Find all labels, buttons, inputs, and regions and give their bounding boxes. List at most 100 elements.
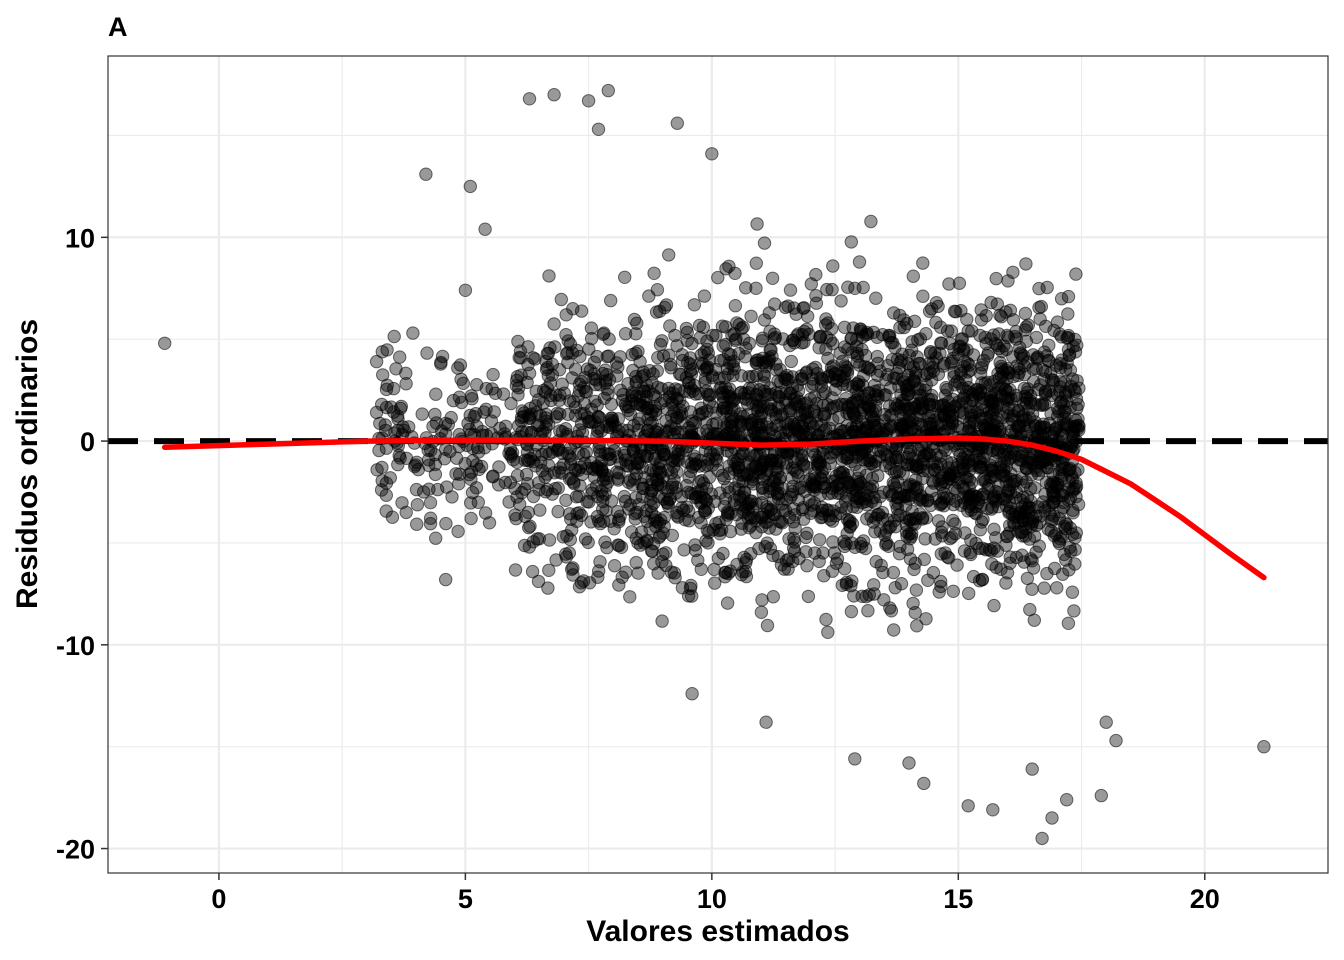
scatter-point (825, 322, 839, 336)
scatter-point (783, 338, 797, 353)
scatter-point (522, 540, 536, 554)
scatter-point (718, 370, 732, 385)
scatter-point (942, 471, 956, 486)
scatter-point (542, 563, 556, 577)
scatter-points (158, 83, 1271, 846)
scatter-point (803, 415, 817, 429)
y-tick-label: -10 (56, 631, 95, 661)
scatter-point (1061, 343, 1076, 357)
scatter-point (860, 512, 874, 526)
scatter-point (795, 453, 809, 467)
scatter-point (916, 471, 930, 485)
scatter-point (581, 535, 595, 550)
scatter-point (934, 579, 948, 594)
scatter-point (796, 501, 810, 515)
scatter-point (922, 398, 937, 412)
scatter-point (804, 277, 818, 291)
scatter-point (987, 522, 1001, 536)
scatter-point (482, 516, 497, 530)
scatter-point (723, 506, 738, 520)
scatter-point (525, 425, 539, 440)
scatter-point (952, 276, 967, 290)
scatter-point (452, 390, 467, 404)
scatter-point (711, 463, 725, 477)
scatter-point (846, 482, 860, 496)
scatter-point (504, 396, 518, 411)
scatter-point (601, 83, 615, 98)
scatter-point (615, 570, 629, 584)
scatter-point (890, 490, 905, 505)
scatter-point (720, 596, 735, 610)
scatter-point (907, 562, 921, 577)
scatter-point (653, 338, 668, 352)
scatter-point (905, 335, 919, 349)
scatter-point (565, 562, 579, 576)
scatter-point (731, 458, 745, 472)
scatter-point (897, 375, 911, 389)
y-tick-label: 10 (65, 223, 95, 253)
scatter-point (612, 466, 626, 480)
scatter-point (662, 248, 676, 262)
scatter-point (722, 390, 736, 404)
scatter-point (600, 349, 614, 364)
scatter-point (1067, 604, 1081, 618)
scatter-point (451, 361, 465, 375)
scatter-point (781, 299, 795, 313)
scatter-point (946, 584, 960, 598)
scatter-point (1001, 274, 1015, 288)
scatter-point (612, 538, 626, 553)
scatter-point (1027, 374, 1041, 389)
scatter-point (587, 367, 601, 381)
scatter-point (893, 539, 907, 554)
scatter-point (757, 367, 771, 382)
scatter-point (458, 457, 472, 471)
scatter-point (1070, 401, 1084, 416)
scatter-point (380, 378, 394, 392)
scatter-point (732, 317, 746, 332)
scatter-point (1033, 398, 1048, 412)
scatter-point (827, 546, 842, 560)
scatter-point (934, 336, 949, 351)
scatter-point (754, 605, 769, 619)
scatter-point (630, 316, 644, 330)
scatter-point (989, 492, 1003, 507)
scatter-point (996, 365, 1010, 379)
scatter-point (910, 619, 924, 633)
scatter-point (663, 386, 677, 400)
scatter-point (1065, 585, 1080, 599)
scatter-point (888, 581, 902, 595)
scatter-point (559, 308, 573, 322)
scatter-point (962, 586, 976, 601)
scatter-point (521, 357, 535, 372)
scatter-point (1012, 362, 1026, 376)
scatter-point (784, 402, 798, 416)
scatter-point (419, 167, 433, 181)
scatter-point (934, 457, 948, 471)
scatter-point (850, 349, 865, 363)
scatter-point (845, 517, 860, 531)
scatter-point (965, 393, 980, 407)
scatter-point (954, 304, 968, 318)
scatter-point (559, 328, 573, 342)
scatter-point (716, 339, 730, 353)
scatter-point (757, 313, 772, 327)
scatter-point (1004, 392, 1018, 406)
scatter-point (1024, 552, 1038, 566)
scatter-point (841, 280, 855, 294)
scatter-point (797, 512, 811, 526)
scatter-point (554, 292, 568, 307)
scatter-point (772, 418, 786, 432)
scatter-point (369, 405, 384, 420)
scatter-point (451, 524, 465, 539)
scatter-point (856, 280, 870, 295)
scatter-point (469, 481, 484, 495)
scatter-point (1029, 330, 1044, 345)
scatter-point (521, 505, 535, 520)
scatter-point (956, 342, 971, 356)
scatter-point (478, 222, 492, 236)
scatter-point (663, 491, 677, 506)
scatter-point (872, 383, 886, 398)
scatter-point (886, 565, 901, 580)
scatter-point (636, 365, 650, 379)
scatter-point (658, 300, 672, 315)
